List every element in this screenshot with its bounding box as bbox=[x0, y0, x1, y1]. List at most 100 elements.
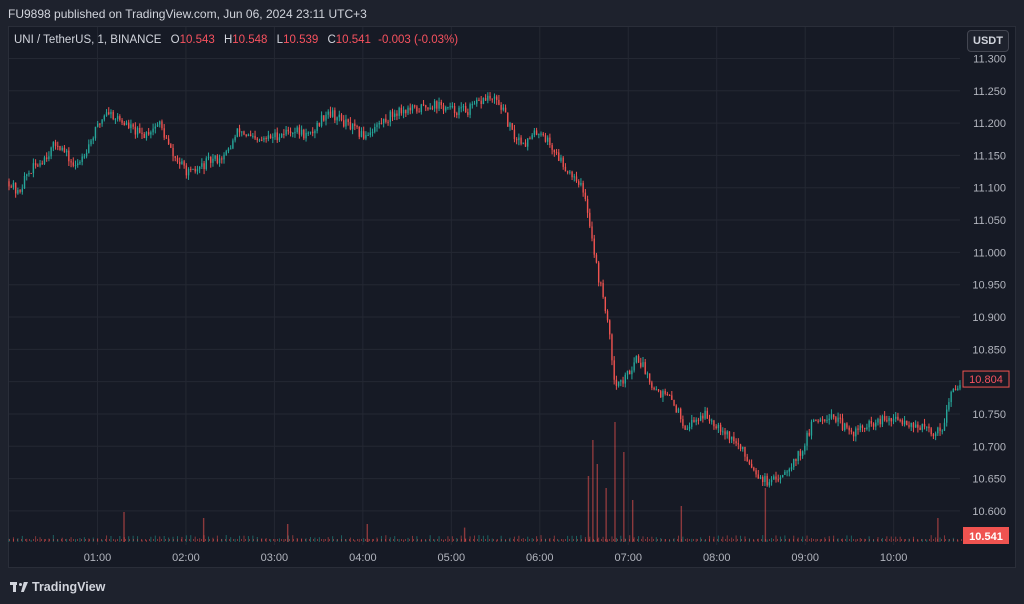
candle-body bbox=[336, 117, 338, 121]
candle-body bbox=[249, 134, 252, 136]
candle-body bbox=[57, 145, 59, 147]
volume-bar bbox=[150, 536, 152, 542]
volume-bar bbox=[935, 537, 937, 542]
currency-button[interactable]: USDT bbox=[967, 30, 1009, 52]
candle-body bbox=[728, 431, 731, 440]
candle-body bbox=[108, 112, 110, 115]
candle-body bbox=[411, 105, 414, 111]
candle-body bbox=[662, 390, 664, 398]
y-tick-label: 11.200 bbox=[973, 118, 1006, 130]
candle-body bbox=[717, 424, 720, 429]
candle-body bbox=[272, 137, 274, 139]
candle-body bbox=[37, 165, 39, 167]
tradingview-footer[interactable]: TradingView bbox=[10, 580, 105, 594]
candle-body bbox=[795, 459, 797, 461]
candle-body bbox=[316, 122, 318, 131]
volume-spike bbox=[631, 500, 634, 542]
candle-body bbox=[300, 129, 303, 135]
candle-body bbox=[263, 137, 265, 140]
candle-body bbox=[305, 132, 307, 139]
candle-body bbox=[471, 104, 474, 106]
candle-body bbox=[677, 408, 680, 413]
candle-body bbox=[824, 419, 826, 421]
candle-body bbox=[487, 95, 489, 101]
candle-body bbox=[697, 419, 700, 421]
candle-body bbox=[509, 123, 511, 127]
candle-body bbox=[906, 420, 908, 426]
candle-body bbox=[409, 107, 411, 111]
candle-body bbox=[256, 138, 258, 140]
candle-body bbox=[216, 155, 219, 164]
volume-bar bbox=[660, 538, 662, 542]
volume-bar bbox=[629, 535, 631, 542]
candle-body bbox=[453, 105, 456, 114]
volume-bar bbox=[190, 535, 192, 542]
candle-body bbox=[750, 463, 753, 468]
candle-body bbox=[190, 168, 192, 170]
candle-body bbox=[877, 418, 879, 423]
candle-body bbox=[830, 414, 833, 419]
volume-bar bbox=[372, 538, 374, 542]
candle-body bbox=[413, 105, 416, 107]
y-tick-label: 11.000 bbox=[973, 247, 1006, 259]
candle-body bbox=[644, 362, 646, 374]
candle-body bbox=[12, 182, 15, 187]
volume-bar bbox=[159, 536, 161, 542]
volume-bar bbox=[686, 538, 688, 542]
volume-bar bbox=[363, 538, 365, 542]
candle-body bbox=[203, 163, 205, 170]
volume-bar bbox=[828, 536, 830, 542]
volume-bar bbox=[593, 539, 595, 542]
candle-body bbox=[928, 426, 930, 429]
volume-bar bbox=[429, 535, 431, 542]
candle-body bbox=[14, 182, 17, 194]
volume-bar bbox=[926, 539, 928, 542]
symbol-name[interactable]: UNI / TetherUS, 1, BINANCE bbox=[14, 34, 162, 46]
volume-bar bbox=[669, 539, 671, 542]
candle-body bbox=[706, 410, 708, 419]
candle-body bbox=[429, 107, 431, 110]
candle-body bbox=[34, 163, 37, 166]
x-tick-label: 03:00 bbox=[261, 552, 289, 564]
candle-body bbox=[229, 148, 232, 150]
candle-body bbox=[527, 138, 529, 147]
volume-bar bbox=[957, 539, 959, 542]
volume-bar bbox=[766, 539, 768, 542]
volume-bar bbox=[411, 535, 413, 542]
candle-body bbox=[296, 127, 298, 133]
volume-bar bbox=[899, 536, 901, 542]
candle-body bbox=[309, 131, 312, 133]
candle-body bbox=[298, 127, 301, 135]
volume-bar bbox=[673, 538, 675, 542]
candle-body bbox=[724, 431, 726, 435]
candle-body bbox=[396, 113, 398, 116]
candle-body bbox=[852, 431, 855, 437]
chart-frame[interactable] bbox=[8, 26, 1016, 568]
candle-body bbox=[371, 131, 374, 133]
candle-body bbox=[673, 399, 675, 406]
volume-bar bbox=[895, 536, 897, 542]
candle-body bbox=[841, 418, 844, 431]
candle-body bbox=[8, 181, 10, 187]
candle-body bbox=[407, 107, 409, 114]
candle-body bbox=[212, 158, 214, 163]
candle-body bbox=[99, 123, 101, 125]
low-label: L bbox=[276, 34, 284, 46]
volume-bar bbox=[709, 535, 711, 542]
candle-body bbox=[294, 132, 296, 134]
candle-body bbox=[289, 131, 292, 134]
candle-body bbox=[96, 123, 99, 127]
volume-bar bbox=[367, 538, 369, 542]
candle-body bbox=[252, 135, 254, 137]
volume-bar bbox=[132, 535, 134, 542]
volume-bar bbox=[380, 535, 382, 542]
candle-body bbox=[628, 370, 631, 375]
candle-body bbox=[394, 113, 396, 117]
candle-body bbox=[484, 98, 487, 101]
candle-body bbox=[762, 477, 764, 483]
volume-bar bbox=[407, 537, 409, 542]
candle-body bbox=[553, 149, 556, 153]
candle-body bbox=[711, 420, 713, 422]
candle-body bbox=[150, 132, 152, 135]
